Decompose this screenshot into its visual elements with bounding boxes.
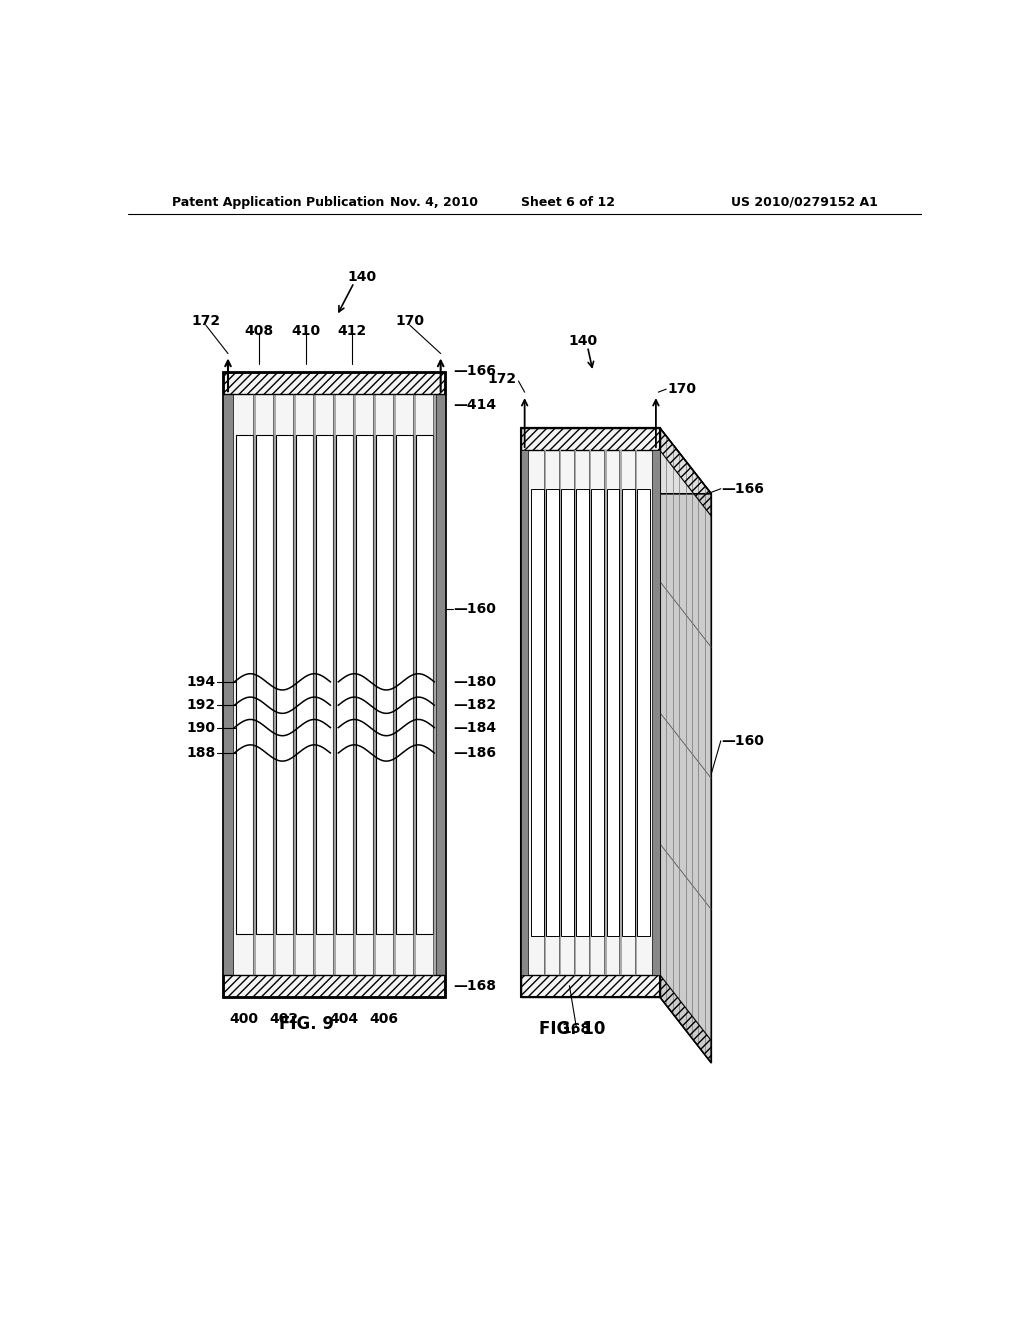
Bar (635, 450, 637, 974)
Bar (352, 395, 356, 974)
Bar (296, 434, 312, 935)
Text: —168: —168 (454, 978, 497, 993)
Polygon shape (659, 428, 712, 1063)
Bar (312, 395, 316, 974)
Bar (413, 395, 416, 974)
Bar (376, 434, 393, 935)
Text: 192: 192 (186, 698, 215, 713)
Bar (521, 428, 659, 450)
Bar (592, 488, 604, 936)
Bar (373, 395, 376, 974)
Text: 408: 408 (244, 325, 273, 338)
Bar (604, 450, 606, 974)
Text: Sheet 6 of 12: Sheet 6 of 12 (521, 195, 615, 209)
Bar (223, 372, 445, 997)
Bar (256, 434, 272, 935)
Text: 172: 172 (191, 314, 220, 329)
Bar (546, 488, 559, 936)
Text: Nov. 4, 2010: Nov. 4, 2010 (389, 195, 477, 209)
Bar (530, 488, 544, 936)
Bar (333, 395, 336, 974)
Bar (393, 395, 396, 974)
Text: 170: 170 (395, 314, 424, 329)
Bar (521, 428, 659, 997)
Text: 168: 168 (562, 1023, 591, 1036)
Bar (316, 434, 333, 935)
Bar (336, 434, 352, 935)
Bar (253, 395, 256, 974)
Bar (416, 434, 433, 935)
Text: Patent Application Publication: Patent Application Publication (172, 195, 384, 209)
Text: US 2010/0279152 A1: US 2010/0279152 A1 (731, 195, 878, 209)
Text: 410: 410 (292, 325, 321, 338)
Bar (544, 450, 546, 974)
Text: 140: 140 (568, 334, 598, 348)
Text: —186: —186 (454, 746, 497, 760)
Text: 172: 172 (487, 372, 517, 385)
Bar (275, 434, 293, 935)
Bar (589, 450, 592, 974)
Text: 404: 404 (330, 1012, 358, 1026)
Text: —160: —160 (454, 602, 497, 616)
Bar (272, 395, 275, 974)
Text: —166: —166 (721, 482, 764, 496)
Bar (606, 488, 620, 936)
Text: 402: 402 (269, 1012, 299, 1026)
Bar (236, 434, 253, 935)
Text: FIG. 9: FIG. 9 (280, 1015, 334, 1034)
Text: 406: 406 (370, 1012, 398, 1026)
Bar (223, 974, 445, 997)
Text: —184: —184 (454, 721, 497, 735)
Text: 190: 190 (186, 721, 215, 735)
Bar (521, 974, 659, 997)
Bar (577, 488, 589, 936)
Bar (561, 488, 573, 936)
Bar (436, 395, 445, 974)
Text: 412: 412 (338, 325, 367, 338)
Bar (356, 434, 373, 935)
Text: —160: —160 (721, 734, 764, 748)
Text: —182: —182 (454, 698, 497, 713)
Bar (620, 450, 622, 974)
Bar (559, 450, 561, 974)
Bar (293, 395, 296, 974)
Bar (652, 450, 659, 974)
Bar (573, 450, 577, 974)
Text: 194: 194 (186, 675, 215, 689)
Bar (637, 488, 649, 936)
Text: —414: —414 (454, 399, 497, 412)
Text: 188: 188 (186, 746, 215, 760)
Bar (521, 450, 528, 974)
Text: 170: 170 (668, 381, 696, 396)
Bar (223, 372, 445, 395)
Text: 400: 400 (229, 1012, 259, 1026)
Text: —166: —166 (454, 364, 497, 378)
Text: 140: 140 (347, 271, 377, 284)
Text: —180: —180 (454, 675, 497, 689)
Bar (396, 434, 413, 935)
Text: FIG. 10: FIG. 10 (540, 1020, 605, 1039)
Polygon shape (521, 428, 712, 494)
Bar (223, 395, 232, 974)
Bar (622, 488, 635, 936)
Bar (433, 395, 436, 974)
